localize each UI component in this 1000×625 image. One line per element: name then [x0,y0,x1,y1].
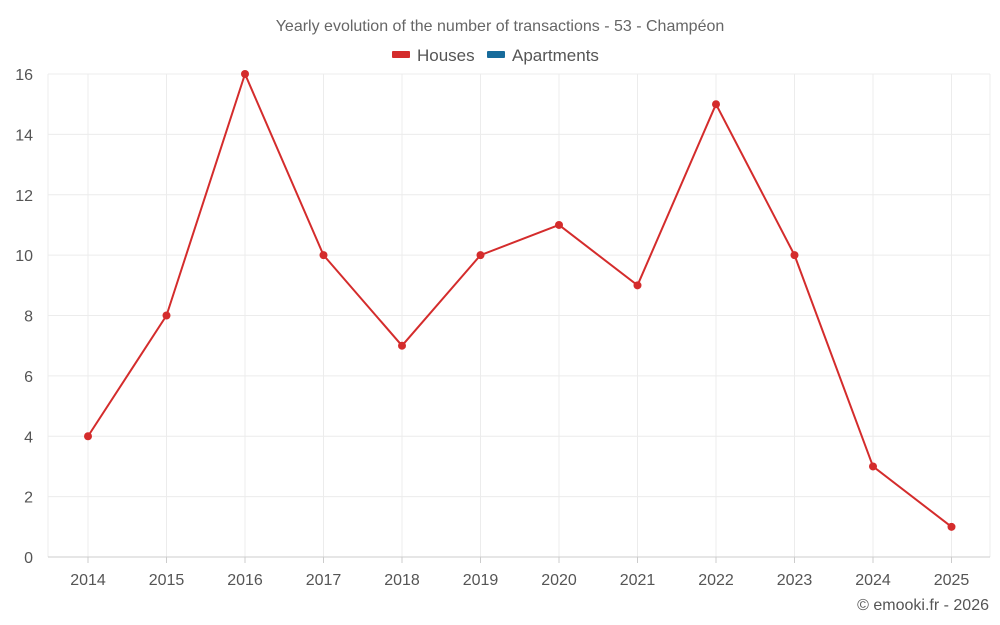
chart-title: Yearly evolution of the number of transa… [276,18,725,35]
data-point-houses-2025[interactable] [947,522,956,531]
data-point-houses-2018[interactable] [398,341,406,350]
data-point-houses-2017[interactable] [319,251,328,260]
x-tick-label: 2015 [149,572,185,589]
x-tick-label: 2025 [934,572,970,589]
legend-swatch-apartments [487,51,505,58]
data-point-houses-2015[interactable] [162,311,171,320]
y-tick-label: 14 [15,127,33,144]
legend-item-houses[interactable]: Houses [392,46,475,65]
x-tick-label: 2022 [698,572,734,589]
y-gridlines [48,73,990,498]
x-tick-label: 2024 [855,572,891,589]
y-tick-label: 4 [24,429,33,446]
y-tick-label: 12 [15,188,33,205]
x-tick-label: 2021 [620,572,656,589]
data-point-houses-2023[interactable] [790,251,799,260]
data-point-houses-2024[interactable] [869,462,877,471]
legend-label-apartments: Apartments [512,46,599,65]
y-axis-ticks: 0 2 4 6 8 10 12 14 16 [15,67,33,567]
data-point-houses-2016[interactable] [241,70,249,78]
series-line-houses [87,73,953,528]
x-tick-label: 2023 [777,572,813,589]
legend-item-apartments[interactable]: Apartments [487,46,599,65]
data-point-houses-2014[interactable] [84,432,92,441]
series-layer [84,70,956,531]
x-gridlines [47,74,991,557]
data-point-houses-2022[interactable] [712,100,720,109]
y-tick-label: 10 [15,248,33,265]
y-tick-label: 16 [15,67,33,84]
x-tick-label: 2014 [70,572,106,589]
x-tick-label: 2017 [306,572,342,589]
credit: © emooki.fr - 2026 [857,597,989,614]
x-tick-label: 2018 [384,572,420,589]
y-tick-label: 0 [24,550,33,567]
legend: Houses Apartments [392,46,599,65]
x-tick-label: 2019 [463,572,499,589]
y-tick-label: 8 [24,309,33,326]
y-tick-label: 6 [24,369,33,386]
data-point-houses-2020[interactable] [555,220,563,229]
x-tick-label: 2020 [541,572,577,589]
y-tick-label: 2 [24,490,33,507]
legend-swatch-houses [392,51,410,58]
x-tick-label: 2016 [227,572,263,589]
legend-label-houses: Houses [417,46,475,65]
data-point-houses-2019[interactable] [476,251,485,260]
x-axis-ticks: 2014 2015 2016 2017 2018 2019 2020 2021 2022 2023… [70,557,969,589]
data-point-houses-2021[interactable] [633,281,642,290]
